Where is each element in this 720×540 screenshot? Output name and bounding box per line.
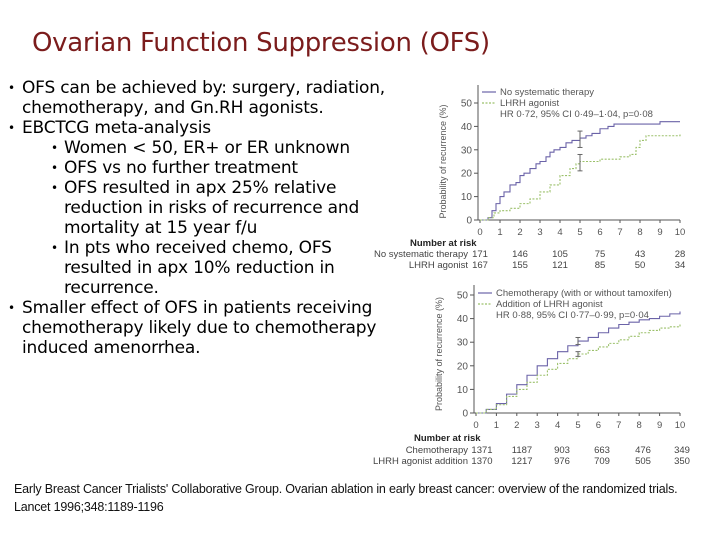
svg-text:10: 10	[461, 192, 473, 203]
svg-text:0: 0	[477, 227, 482, 238]
svg-text:2: 2	[514, 420, 519, 431]
legend: Chemotherapy (with or without tamoxifen)…	[478, 288, 672, 321]
bullet-ebctcg: • EBCTCG meta-analysis	[8, 118, 211, 138]
bullet-glyph: •	[8, 121, 15, 135]
svg-text:20: 20	[457, 361, 469, 372]
svg-text:40: 40	[457, 314, 469, 325]
error-bar	[577, 153, 583, 172]
svg-text:Chemotherapy (with or without: Chemotherapy (with or without tamoxifen)	[496, 288, 672, 299]
svg-text:No systematic therapy: No systematic therapy	[500, 87, 594, 98]
km-plot-2: 0 10 20 30 40 50 0 1 2 3 4 5 6 7 8 9 10 Probability of re…	[434, 285, 685, 431]
subbullet-result-25pct: • OFS resulted in apx 25% relative reduc…	[51, 178, 360, 238]
km-chart-ofs-vs-none: 0 10 20 30 40 50 0 1 2 3 4 5 6 7 8 9 10 Probability of re…	[420, 80, 720, 240]
risk-row-label: Chemotherapy	[405, 445, 468, 456]
svg-text:10: 10	[675, 420, 686, 431]
risk-row-label: No systematic therapy	[374, 249, 468, 260]
subbullet-population: • Women < 50, ER+ or ER unknown	[51, 138, 350, 158]
series-line-dotted	[480, 133, 681, 221]
subbullet-result-chemo: • In pts who received chemo, OFS resulte…	[51, 238, 335, 298]
svg-text:4: 4	[555, 420, 560, 431]
bullet-glyph: •	[8, 301, 15, 315]
svg-text:20: 20	[461, 169, 473, 180]
hazard-ratio-annotation: HR 0·88, 95% CI 0·77–0·99, p=0·04	[496, 310, 649, 321]
svg-text:4: 4	[557, 227, 562, 238]
svg-text:1: 1	[494, 420, 499, 431]
svg-text:3: 3	[535, 420, 540, 431]
svg-text:9: 9	[657, 420, 662, 431]
error-bar	[575, 336, 581, 346]
svg-text:8: 8	[637, 227, 642, 238]
axes: 0 10 20 30 40 50 0 1 2 3 4 5 6 7 8 9 10 Probability of re…	[434, 285, 685, 431]
svg-text:40: 40	[461, 122, 473, 133]
svg-text:0: 0	[473, 420, 478, 431]
risk-row-label: LHRH agonist addition	[372, 456, 468, 467]
bullet-ofs-methods: • OFS can be achieved by: surgery, radia…	[8, 78, 385, 118]
svg-text:3: 3	[537, 227, 542, 238]
number-at-risk-header: Number at risk	[410, 238, 477, 249]
svg-text:0: 0	[466, 216, 472, 227]
svg-text:Addition of LHRH agonist: Addition of LHRH agonist	[496, 299, 603, 310]
bullet-smaller-effect: • Smaller effect of OFS in patients rece…	[8, 298, 377, 358]
citation: Early Breast Cancer Trialists' Collabora…	[14, 482, 678, 514]
svg-text:9: 9	[657, 227, 662, 238]
y-axis-label: Probability of recurrence (%)	[438, 104, 448, 218]
bullet-glyph: •	[51, 181, 58, 195]
subbullet-comparison: • OFS vs no further treatment	[51, 158, 298, 178]
bullet-glyph: •	[8, 81, 15, 95]
hazard-ratio-annotation: HR 0·72, 95% CI 0·49–1·04, p=0·08	[500, 109, 653, 120]
risk-row-label: LHRH agonist	[408, 260, 468, 271]
bullet-glyph: •	[51, 141, 58, 155]
slide-title: Ovarian Function Suppression (OFS)	[32, 28, 490, 58]
svg-text:8: 8	[637, 420, 642, 431]
axes: 0 10 20 30 40 50 0 1 2 3 4 5 6 7 8 9 10 Probability of re…	[438, 85, 685, 238]
svg-text:1: 1	[497, 227, 502, 238]
svg-text:50: 50	[457, 291, 469, 302]
error-bar	[575, 351, 581, 357]
bullet-list: • OFS can be achieved by: surgery, radia…	[6, 78, 386, 358]
km-plot-1: 0 10 20 30 40 50 0 1 2 3 4 5 6 7 8 9 10 Probability of re…	[438, 85, 685, 238]
svg-text:30: 30	[461, 145, 473, 156]
svg-text:6: 6	[596, 420, 601, 431]
svg-text:LHRH agonist: LHRH agonist	[500, 98, 559, 109]
number-at-risk-table-1: Number at risk No systematic therapy LHR…	[374, 238, 686, 271]
svg-text:10: 10	[675, 227, 686, 238]
series-line-solid	[480, 121, 680, 221]
y-axis-label: Probability of recurrence (%)	[434, 297, 444, 411]
svg-text:5: 5	[577, 227, 582, 238]
number-at-risk-header: Number at risk	[414, 433, 481, 444]
svg-text:7: 7	[617, 227, 622, 238]
bullet-glyph: •	[51, 241, 58, 255]
svg-text:2: 2	[517, 227, 522, 238]
error-bar	[577, 130, 583, 148]
bullet-glyph: •	[51, 161, 58, 175]
svg-text:7: 7	[616, 420, 621, 431]
svg-text:50: 50	[461, 99, 473, 110]
svg-text:6: 6	[597, 227, 602, 238]
svg-text:30: 30	[457, 338, 469, 349]
svg-text:5: 5	[575, 420, 580, 431]
km-chart-chemo-vs-lhrh: 0 10 20 30 40 50 0 1 2 3 4 5 6 7 8 9 10 Probability of re…	[420, 280, 720, 431]
number-at-risk-table-2: Number at risk Chemotherapy LHRH agonist…	[372, 433, 690, 467]
svg-text:10: 10	[457, 385, 469, 396]
svg-text:0: 0	[462, 409, 468, 420]
